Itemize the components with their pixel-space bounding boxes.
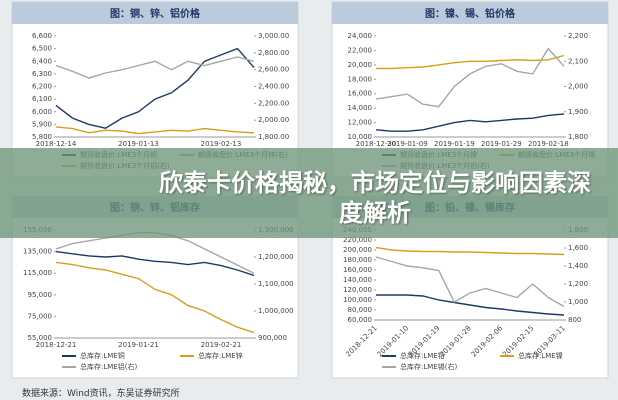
x-tick-label: 2018-12-14 bbox=[36, 140, 77, 148]
series-line bbox=[55, 261, 255, 334]
y-tick-label: 12,000 bbox=[348, 119, 373, 127]
y-tick-label: 80,000 bbox=[348, 306, 373, 314]
y2-tick-label: 1,800.00 bbox=[258, 133, 289, 141]
y-tick-label: 6,400 bbox=[32, 57, 52, 65]
y-tick-label: 160,000 bbox=[343, 266, 372, 274]
y2-tick-label: 1,200,000 bbox=[258, 253, 294, 261]
x-tick-label: 2019-02-13 bbox=[201, 140, 242, 148]
legend-label: 总库存:LME镍 bbox=[518, 351, 563, 360]
legend-label: 总库存:LME铝(右) bbox=[80, 362, 137, 371]
legend-label: 总库存:LME锡(右) bbox=[400, 362, 457, 371]
legend-label: 总库存:LME铜 bbox=[80, 351, 125, 360]
headline-band: 欣泰卡价格揭秘，市场定位与影响因素深度解析 bbox=[0, 148, 618, 238]
panel bbox=[331, 1, 609, 178]
y-tick-label: 24,000 bbox=[348, 32, 373, 40]
y2-tick-label: 2,400.00 bbox=[258, 83, 289, 91]
y2-tick-label: 1,000,000 bbox=[258, 307, 294, 315]
y-tick-label: 120,000 bbox=[343, 286, 372, 294]
source-note: 数据来源：Wind资讯，东吴证券研究所 bbox=[22, 389, 180, 399]
y-tick-label: 75,000 bbox=[28, 312, 53, 320]
y-tick-label: 200,000 bbox=[343, 246, 372, 254]
x-tick-label: 2019-02-18 bbox=[528, 140, 569, 148]
y2-tick-label: 1,600 bbox=[568, 244, 588, 252]
series-line bbox=[376, 54, 565, 70]
panel-title-bar bbox=[332, 2, 608, 24]
y2-tick-label: 2,200.00 bbox=[258, 99, 289, 107]
y-tick-label: 6,200 bbox=[32, 83, 52, 91]
panel bbox=[11, 1, 299, 178]
x-tick-label: 2019-01-21 bbox=[118, 341, 159, 349]
headline: 欣泰卡价格揭秘，市场定位与影响因素深度解析 bbox=[159, 169, 591, 227]
y2-tick-label: 2,800.00 bbox=[258, 49, 289, 57]
y-tick-label: 140,000 bbox=[343, 276, 372, 284]
series-line bbox=[376, 294, 565, 316]
y-tick-label: 55,000 bbox=[28, 334, 53, 342]
y-tick-label: 135,000 bbox=[23, 248, 52, 256]
x-tick-label: 2019-01-09 bbox=[387, 140, 428, 148]
y-tick-label: 22,000 bbox=[348, 46, 373, 54]
y-tick-label: 6,100 bbox=[32, 95, 52, 103]
y2-tick-label: 1,400 bbox=[568, 262, 588, 270]
y2-tick-label: 2,200 bbox=[568, 32, 588, 40]
y-tick-label: 6,000 bbox=[32, 108, 52, 116]
y-tick-label: 95,000 bbox=[28, 291, 53, 299]
panel-title-bar bbox=[12, 2, 298, 24]
chart-title: 图：镍、锡、铅价格 bbox=[425, 7, 516, 20]
y2-tick-label: 800 bbox=[568, 316, 581, 324]
series-line bbox=[375, 256, 565, 308]
y2-tick-label: 900,000 bbox=[258, 334, 287, 342]
y-tick-label: 220,000 bbox=[343, 236, 372, 244]
series-line bbox=[375, 113, 565, 132]
y2-tick-label: 1,900 bbox=[568, 108, 588, 116]
legend-label: 总库存:LME铅 bbox=[400, 351, 445, 360]
series-line bbox=[55, 126, 255, 135]
y-tick-label: 100,000 bbox=[343, 296, 372, 304]
series-line bbox=[55, 56, 255, 79]
y-tick-label: 5,900 bbox=[32, 120, 52, 128]
x-tick-label: 2018-12-21 bbox=[36, 341, 77, 349]
y2-tick-label: 2,600.00 bbox=[258, 66, 289, 74]
y2-tick-label: 2,100 bbox=[568, 57, 588, 65]
y2-tick-label: 1,000 bbox=[568, 298, 588, 306]
y-tick-label: 6,500 bbox=[32, 45, 52, 53]
y2-tick-label: 1,800 bbox=[568, 133, 588, 141]
y-tick-label: 6,600 bbox=[32, 32, 52, 40]
series-line bbox=[375, 246, 565, 256]
y2-tick-label: 3,000.00 bbox=[258, 32, 289, 40]
series-line bbox=[55, 250, 255, 277]
y2-tick-label: 1,200 bbox=[568, 280, 588, 288]
y-tick-label: 180,000 bbox=[343, 256, 372, 264]
y-tick-label: 5,800 bbox=[32, 133, 52, 141]
y-tick-label: 60,000 bbox=[348, 316, 373, 324]
legend-label: 总库存:LME锌 bbox=[198, 351, 243, 360]
chart-title: 图：铜、锌、铝价格 bbox=[110, 7, 201, 20]
y2-tick-label: 1,100,000 bbox=[258, 280, 294, 288]
x-tick-label: 2019-01-19 bbox=[434, 140, 475, 148]
y-tick-label: 20,000 bbox=[348, 61, 373, 69]
x-tick-label: 2019-01-13 bbox=[118, 140, 159, 148]
x-tick-label: 2018-12-30 bbox=[356, 140, 397, 148]
series-line bbox=[55, 47, 255, 129]
y2-tick-label: 2,000 bbox=[568, 83, 588, 91]
y-tick-label: 115,000 bbox=[23, 269, 52, 277]
series-line bbox=[375, 47, 565, 108]
y-tick-label: 10,000 bbox=[348, 133, 373, 141]
x-tick-label: 2019-01-29 bbox=[481, 140, 522, 148]
y-tick-label: 18,000 bbox=[348, 75, 373, 83]
y-tick-label: 14,000 bbox=[348, 104, 373, 112]
y-tick-label: 6,300 bbox=[32, 70, 52, 78]
x-tick-label: 2019-02-21 bbox=[201, 341, 242, 349]
y-tick-label: 16,000 bbox=[348, 90, 373, 98]
y2-tick-label: 2,000.00 bbox=[258, 116, 289, 124]
